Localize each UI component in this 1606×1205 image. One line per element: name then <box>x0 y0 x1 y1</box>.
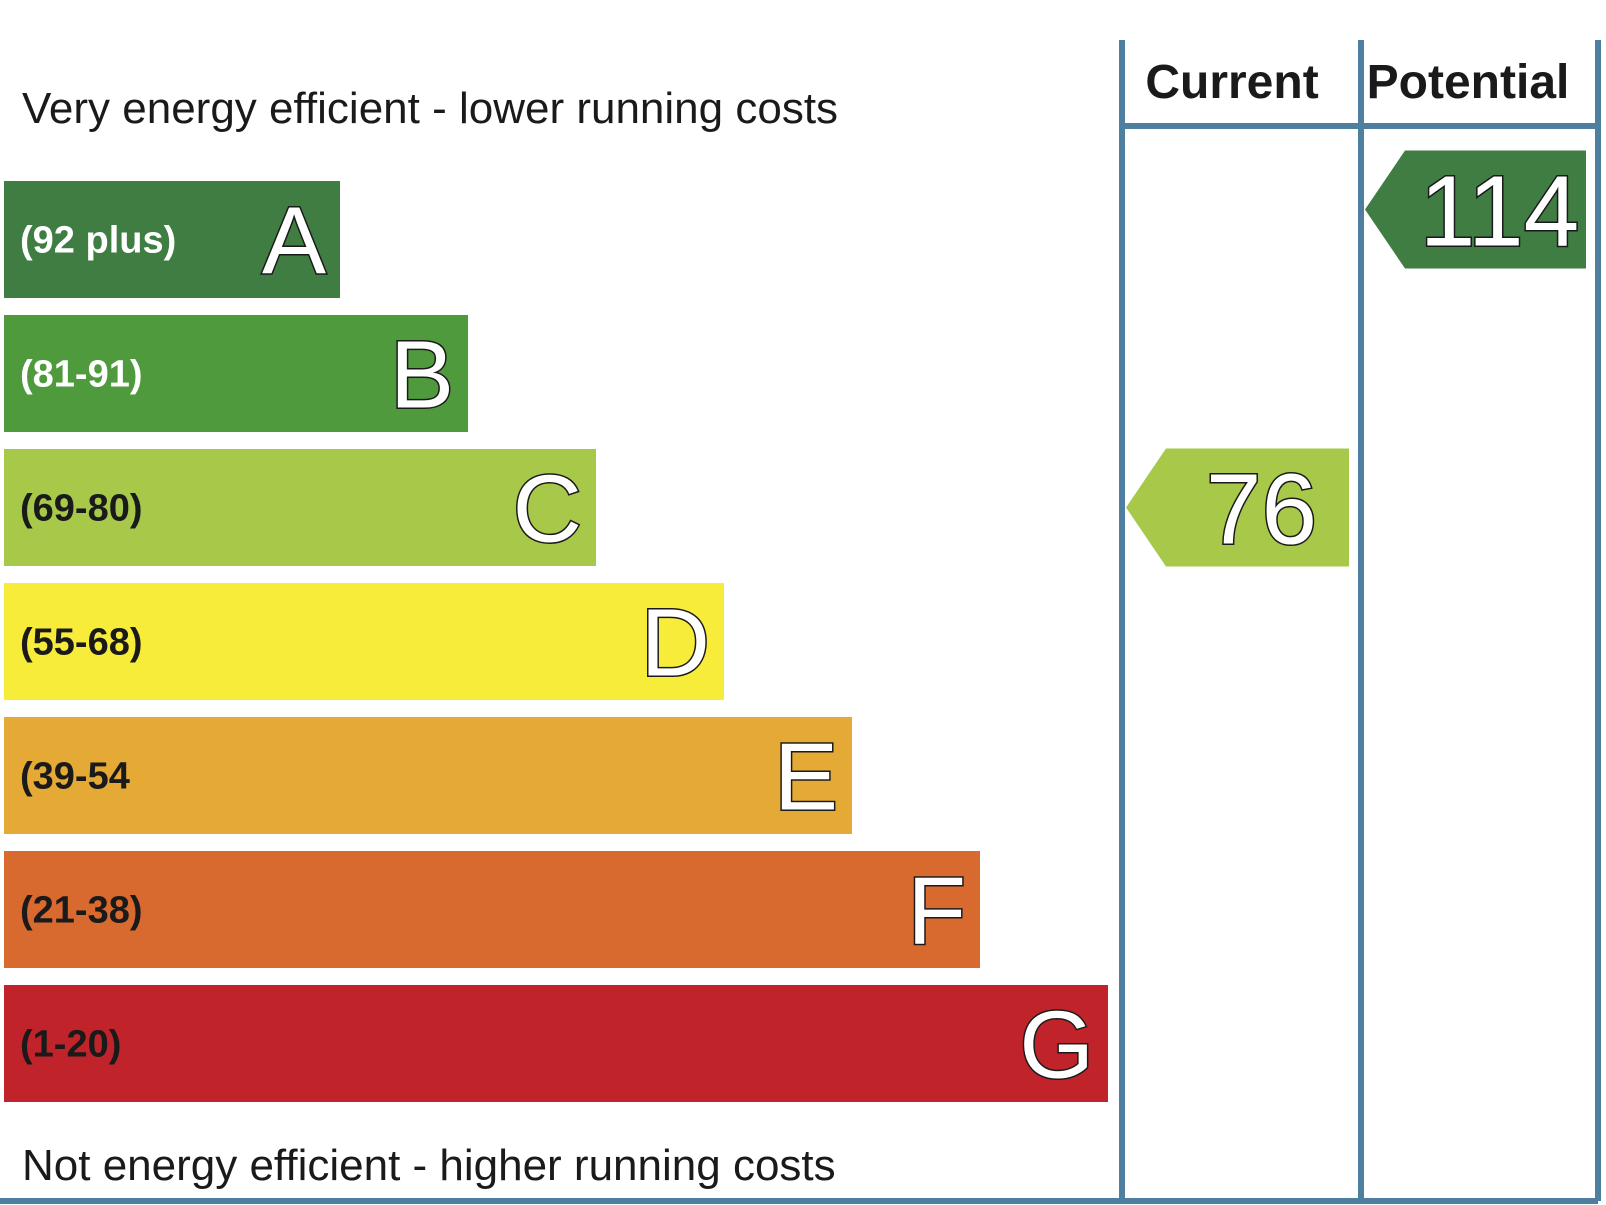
potential-column-header: Potential <box>1367 56 1570 109</box>
current-score-value: 76 <box>1206 454 1317 566</box>
band-a: (92 plus) A <box>4 181 340 298</box>
band-bar-f <box>4 851 980 968</box>
band-letter: B <box>390 322 454 429</box>
band-e: (39-54 E <box>4 717 852 834</box>
top-caption: Very energy efficient - lower running co… <box>22 84 838 133</box>
rating-bands: (92 plus) A (81-91) B (69-80) C (55-68) D (39-54… <box>4 181 1108 1102</box>
band-b: (81-91) B <box>4 315 468 432</box>
band-letter: G <box>1019 992 1094 1099</box>
band-bar-c <box>4 449 596 566</box>
current-column-header: Current <box>1145 56 1318 109</box>
score-markers: 76 114 <box>1126 150 1586 567</box>
band-range-label: (55-68) <box>20 622 143 664</box>
potential-score-arrow <box>1365 150 1586 269</box>
band-f: (21-38) F <box>4 851 980 968</box>
band-letter: A <box>262 188 326 295</box>
band-c: (69-80) C <box>4 449 596 566</box>
current-score-arrow <box>1126 448 1349 567</box>
band-range-label: (21-38) <box>20 890 143 932</box>
band-bar-b <box>4 315 468 432</box>
band-letter: E <box>774 724 838 831</box>
band-range-label: (92 plus) <box>20 220 176 262</box>
band-range-label: (1-20) <box>20 1024 121 1066</box>
band-bar-g <box>4 985 1108 1102</box>
band-bar-d <box>4 583 724 700</box>
score-column-frame <box>0 40 1601 1204</box>
band-d: (55-68) D <box>4 583 724 700</box>
band-range-label: (39-54 <box>20 756 130 798</box>
bottom-caption: Not energy efficient - higher running co… <box>22 1141 836 1190</box>
potential-score-marker: 114 <box>1365 150 1586 269</box>
band-range-label: (81-91) <box>20 354 143 396</box>
band-letter: D <box>641 590 710 697</box>
band-bar-e <box>4 717 852 834</box>
current-score-marker: 76 <box>1126 448 1349 567</box>
band-letter: F <box>907 858 966 965</box>
band-bar-a <box>4 181 340 298</box>
band-letter: C <box>513 456 582 563</box>
potential-score-value: 114 <box>1420 156 1579 268</box>
band-g: (1-20) G <box>4 985 1108 1102</box>
band-range-label: (69-80) <box>20 488 143 530</box>
